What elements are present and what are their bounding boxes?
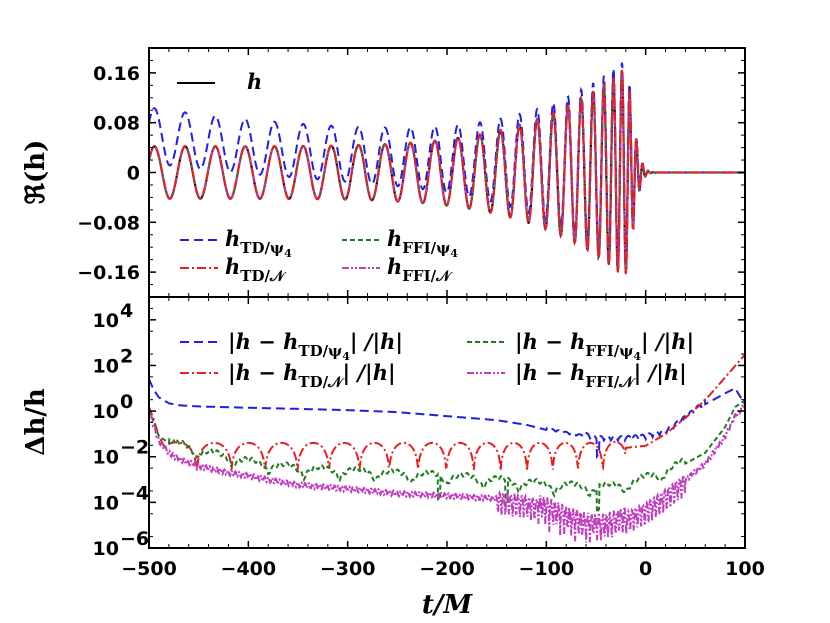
top-y-tick-label: 0.08 xyxy=(93,113,140,135)
x-tick-label: −100 xyxy=(519,558,575,580)
legend-entry-label: |h − hTD/𝒩| /|h| xyxy=(228,360,396,391)
bottom-series-line-3 xyxy=(149,403,745,543)
top-panel: h hTD/ψ4 hFFI/ψ4 hTD/𝒩 hFFI/𝒩 xyxy=(148,47,746,298)
x-tick-label: −500 xyxy=(121,558,177,580)
bottom-panel: |h − hTD/ψ4| /|h| |h − hFFI/ψ4| /|h||h − … xyxy=(148,296,746,549)
bottom-y-axis-label: Δh/h xyxy=(21,388,51,456)
bottom-y-tick-exponent: −4 xyxy=(120,482,149,504)
x-tick-label: 100 xyxy=(725,558,765,580)
bottom-y-tick-exponent: 4 xyxy=(120,300,133,322)
bottom-y-tick-exponent: 0 xyxy=(120,391,133,413)
legend-entry-label: hFFI/ψ4 xyxy=(387,226,458,260)
bottom-y-tick-label: 10 xyxy=(93,538,119,560)
legend-entry-label: hFFI/𝒩 xyxy=(387,254,453,285)
x-tick-label: −300 xyxy=(320,558,376,580)
legend-entry-label: hTD/ψ4 xyxy=(225,226,292,260)
legend-entry-label: |h − hFFI/𝒩| /|h| xyxy=(515,360,687,391)
legend-entry-label: h xyxy=(247,69,262,94)
bottom-y-tick-exponent: 2 xyxy=(120,345,133,367)
top-y-tick-label: −0.16 xyxy=(77,262,140,284)
bottom-y-tick-label: 10 xyxy=(93,492,119,514)
x-tick-label: 0 xyxy=(639,558,652,580)
top-series-line-2 xyxy=(149,69,745,275)
top-y-tick-label: −0.08 xyxy=(77,212,140,234)
bottom-series-line-2 xyxy=(149,399,745,514)
top-y-tick-label: 0 xyxy=(127,163,140,185)
bottom-y-tick-exponent: −6 xyxy=(120,528,149,550)
top-y-tick-label: 0.16 xyxy=(93,63,140,85)
bottom-series-line-1 xyxy=(149,353,745,472)
bottom-y-tick-exponent: −2 xyxy=(120,437,149,459)
legend-entry-label: |h − hTD/ψ4| /|h| xyxy=(228,329,403,363)
bottom-y-tick-label: 10 xyxy=(93,401,119,423)
bottom-y-tick-label: 10 xyxy=(93,447,119,469)
bottom-y-tick-label: 10 xyxy=(93,355,119,377)
x-tick-label: −400 xyxy=(221,558,277,580)
bottom-series-line-0 xyxy=(149,378,745,460)
x-axis-label: t/M xyxy=(422,590,474,620)
legend-entry-label: |h − hFFI/ψ4| /|h| xyxy=(515,329,694,363)
x-tick-label: −200 xyxy=(419,558,475,580)
legend-entry-label: hTD/𝒩 xyxy=(225,254,287,285)
top-y-axis-label: ℜ(h) xyxy=(21,140,51,205)
bottom-y-tick-label: 10 xyxy=(93,310,119,332)
